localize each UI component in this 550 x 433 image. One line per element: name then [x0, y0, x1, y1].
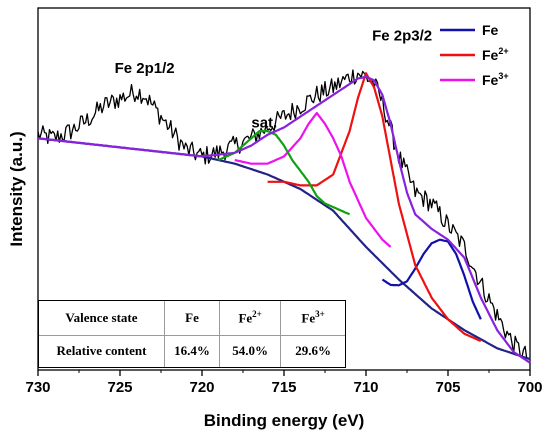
valence-table-grid: Valence state Fe Fe2+ Fe3+ Relative cont…	[39, 301, 345, 367]
x-tick-label: 725	[107, 379, 132, 396]
x-tick-label: 730	[25, 379, 50, 396]
legend-entry-label: Fe	[482, 22, 499, 38]
x-tick-label: 710	[353, 379, 378, 396]
series-line-4	[234, 111, 392, 248]
table-header-valence-state: Valence state	[39, 301, 165, 336]
table-header-row: Valence state Fe Fe2+ Fe3+	[39, 301, 345, 336]
annotation-label: Fe 2p3/2	[372, 28, 432, 45]
legend: Fe Fe2+ Fe3+	[440, 22, 509, 88]
tick-layer: 730 725 720 715 710 705 700	[25, 370, 543, 396]
x-axis-label: Binding energy (eV)	[204, 411, 365, 430]
table-header-fe: Fe	[164, 301, 221, 336]
x-tick-label: 720	[189, 379, 214, 396]
series-line-2	[381, 238, 482, 320]
annotation-layer: Fe 2p1/2 sat. Fe 2p3/2	[115, 28, 433, 132]
series-line-6	[37, 75, 531, 364]
series-layer	[37, 69, 531, 364]
annotation-label: sat.	[251, 114, 277, 131]
y-axis-label: Intensity (a.u.)	[7, 131, 26, 246]
series-line-5	[217, 130, 351, 216]
x-tick-label: 705	[435, 379, 460, 396]
table-header-fe3: Fe3+	[280, 301, 345, 336]
table-cell-fe: 16.4%	[164, 335, 221, 367]
legend-entry-label: Fe3+	[482, 71, 509, 88]
table-row: Relative content 16.4% 54.0% 29.6%	[39, 335, 345, 367]
valence-table: Valence state Fe Fe2+ Fe3+ Relative cont…	[38, 300, 346, 368]
table-cell-fe2: 54.0%	[219, 335, 282, 367]
series-line-3	[267, 72, 482, 343]
series-line-0	[37, 69, 529, 359]
x-tick-label: 715	[271, 379, 296, 396]
table-header-fe2: Fe2+	[219, 301, 282, 336]
table-cell-fe3: 29.6%	[295, 343, 331, 359]
table-cell-relative-content: Relative content	[39, 335, 165, 367]
x-tick-label: 700	[517, 379, 542, 396]
legend-entry-label: Fe2+	[482, 46, 509, 63]
annotation-label: Fe 2p1/2	[115, 60, 175, 77]
